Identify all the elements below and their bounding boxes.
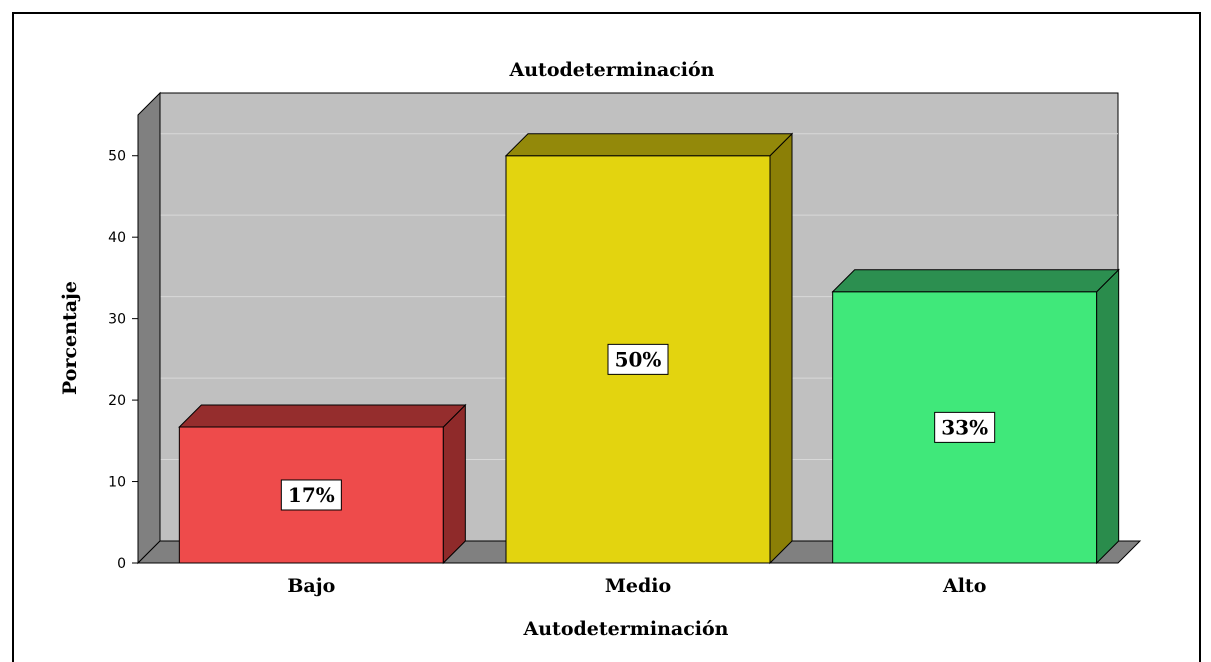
bar-alto: 33% (831, 268, 1120, 565)
y-tick-label: 30 (108, 312, 126, 328)
bar-top (831, 269, 1120, 293)
bar-top (504, 133, 794, 157)
x-axis-ticks: Bajo Medio Alto (287, 575, 986, 597)
bar-medio: 50% (504, 132, 794, 565)
y-axis-ticks: 0 10 20 30 40 50 (108, 149, 138, 572)
y-axis-label: Porcentaje (59, 281, 81, 395)
data-label-box (607, 343, 669, 375)
x-tick-label: Bajo (287, 575, 335, 597)
data-label: 17% (288, 483, 335, 507)
bar-side (442, 403, 466, 565)
data-label-box (934, 411, 996, 443)
x-axis-label: Autodeterminación (523, 618, 729, 640)
y-tick-label: 50 (108, 149, 126, 165)
x-tick-label: Medio (605, 575, 671, 597)
chart-title: Autodeterminación (509, 59, 715, 81)
y-tick-label: 20 (108, 393, 126, 409)
data-label-box (280, 479, 342, 511)
y-tick-label: 0 (117, 556, 126, 572)
bar-bajo: 17% (178, 403, 467, 565)
y-tick-label: 10 (108, 475, 126, 491)
data-label: 33% (941, 415, 988, 439)
bars-group: 17% 50% 33% (178, 132, 1120, 565)
left-wall (137, 91, 161, 565)
bar-side (1096, 268, 1120, 565)
y-tick-label: 40 (108, 230, 126, 246)
x-tick-label: Alto (942, 575, 986, 597)
bar-top (178, 404, 467, 428)
bar-side (769, 132, 793, 565)
data-label: 50% (615, 347, 662, 371)
